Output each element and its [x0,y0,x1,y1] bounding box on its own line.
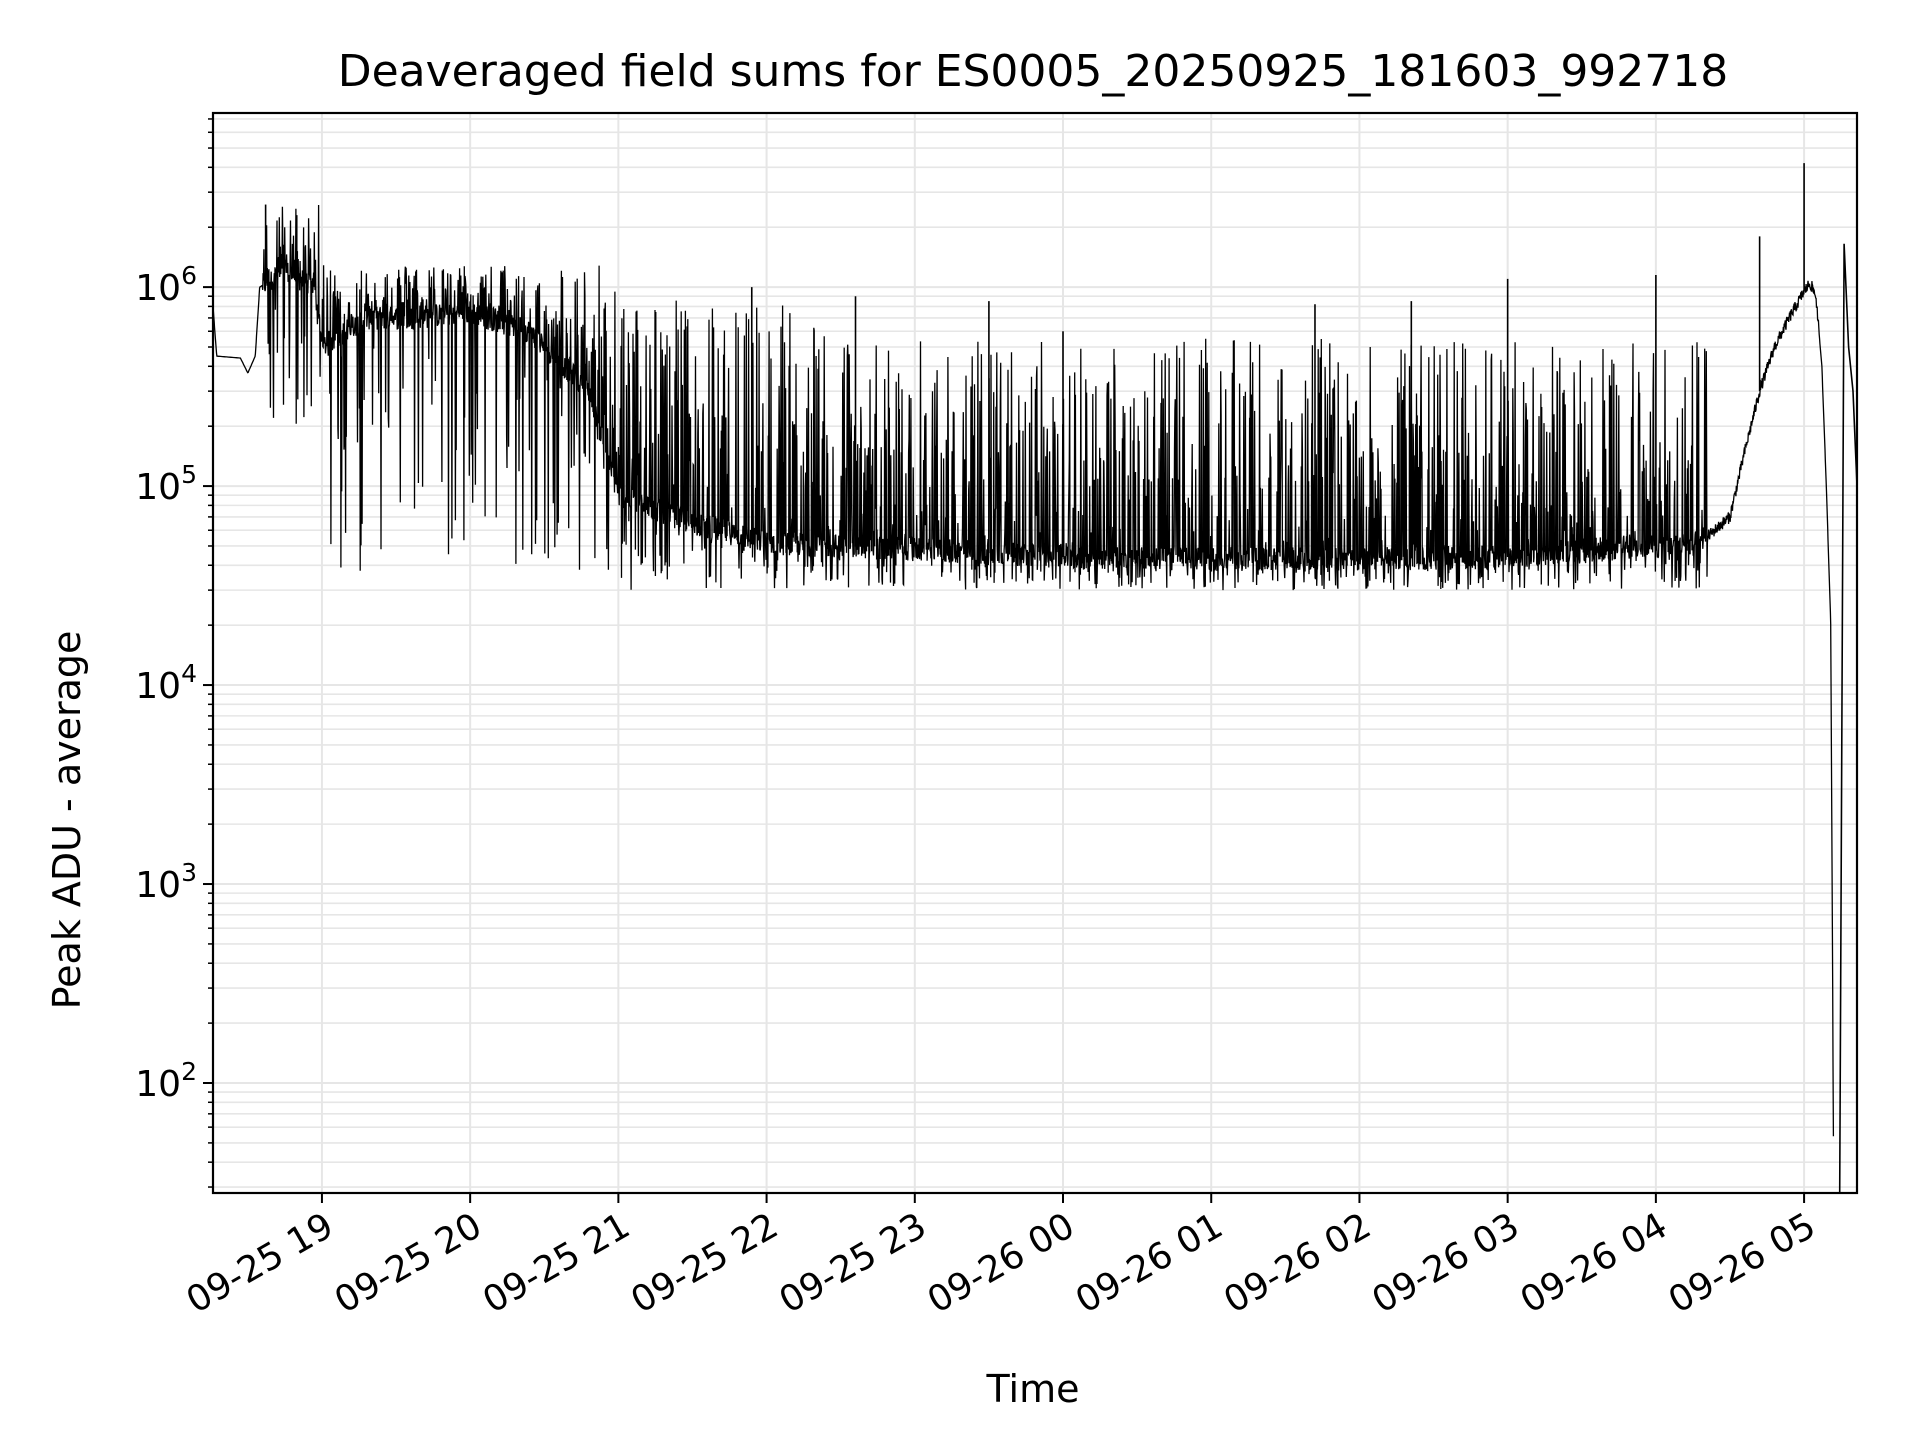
series-group [213,163,1857,1193]
y-axis-ticks: 102 103 104 105 106 [135,118,213,1188]
plot-area-frame [211,111,1859,1195]
y-tick-label: 102 [135,1057,197,1105]
series-line-late-segment [1838,243,1857,1193]
y-tick-label: 104 [135,659,197,707]
y-axis-label: Peak ADU - average [45,631,89,1010]
chart-title: Deaveraged field sums for ES0005_2025092… [338,46,1729,97]
series-line [213,204,1835,1137]
y-tick-label: 106 [135,261,197,309]
grid [213,113,1857,1193]
x-axis-label: Time [986,1367,1080,1411]
y-tick-label: 103 [135,858,197,906]
y-tick-label: 105 [135,460,197,508]
